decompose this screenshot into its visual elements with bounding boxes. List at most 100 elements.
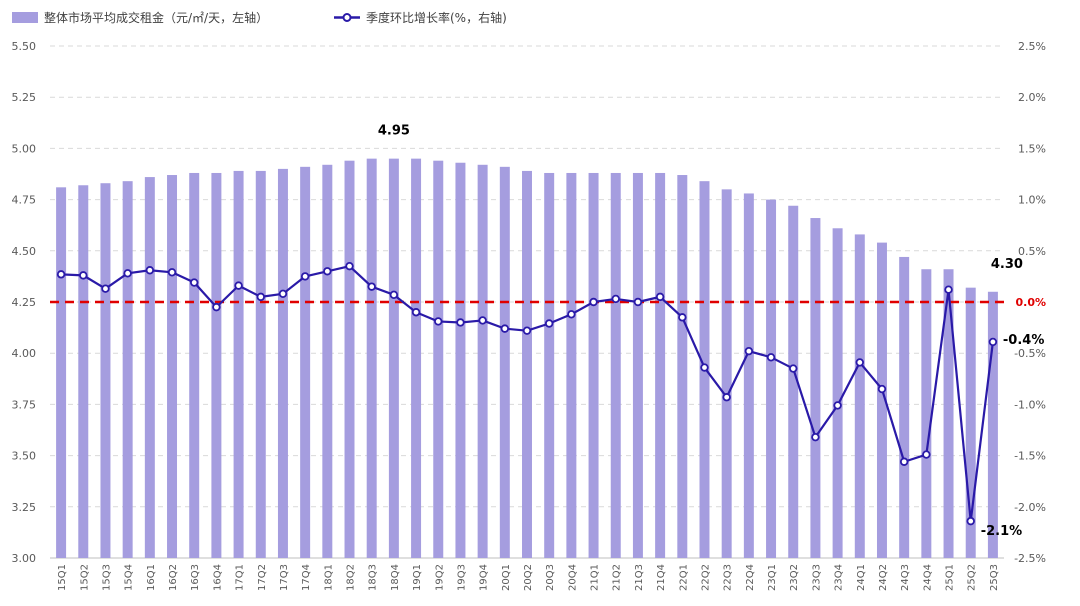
left-tick-label: 5.25 [12, 91, 37, 104]
x-tick-label: 22Q4 [745, 564, 756, 591]
legend-bar-label: 整体市场平均成交租金（元/㎡/天，左轴） [44, 10, 268, 25]
point-22Q1 [678, 313, 687, 322]
x-tick-label: 22Q2 [700, 564, 711, 591]
x-tick-label: 15Q1 [57, 564, 68, 591]
x-tick-label: 22Q3 [723, 564, 734, 591]
left-tick-label: 5.00 [12, 142, 37, 155]
bar-22Q4 [743, 193, 754, 558]
right-tick-label: 1.0% [1018, 194, 1046, 207]
point-23Q1 [766, 353, 776, 362]
bar-19Q2 [433, 160, 444, 559]
point-20Q4 [567, 310, 576, 319]
x-tick-label: 17Q2 [257, 564, 268, 591]
bar-17Q4 [300, 166, 311, 558]
point-25Q2 [966, 516, 975, 526]
x-tick-label: 18Q2 [346, 564, 357, 591]
bar-22Q3 [721, 189, 732, 559]
x-tick-label: 20Q1 [501, 564, 512, 591]
x-tick-label: 19Q4 [479, 564, 490, 591]
point-21Q4 [655, 292, 665, 302]
x-tick-label: 15Q4 [124, 564, 135, 591]
x-tick-label: 25Q2 [967, 564, 978, 591]
point-22Q4 [744, 346, 754, 356]
bar-15Q1 [56, 187, 67, 558]
point-21Q3 [633, 297, 643, 307]
bar-20Q3 [544, 172, 555, 558]
legend-bar-swatch [12, 12, 38, 23]
point-25Q1 [944, 285, 953, 294]
x-axis: 15Q1 15Q2 15Q3 15Q4 16Q1 16Q2 16Q3 16Q4 17Q1 17Q2… [57, 564, 1000, 591]
bar-19Q4 [477, 164, 488, 558]
x-tick-label: 24Q4 [922, 564, 933, 591]
left-tick-label: 4.75 [12, 194, 37, 207]
line-series [56, 261, 998, 526]
bar-17Q1 [233, 170, 244, 559]
bar-18Q1 [322, 164, 333, 558]
point-19Q4 [478, 316, 487, 325]
point-24Q1 [855, 358, 864, 367]
right-tick-label: 0.5% [1018, 245, 1046, 258]
bar-16Q4 [211, 172, 222, 558]
point-23Q2 [789, 364, 798, 373]
bar-17Q3 [277, 168, 288, 558]
x-tick-label: 18Q1 [323, 564, 334, 591]
left-tick-label: 4.50 [12, 245, 37, 258]
data-label: 4.95 [378, 124, 410, 139]
left-tick-label: 3.75 [12, 398, 37, 411]
bar-23Q1 [766, 199, 777, 558]
point-25Q3 [988, 337, 998, 347]
point-18Q3 [367, 282, 376, 291]
bar-15Q3 [100, 183, 111, 558]
x-tick-label: 21Q3 [634, 564, 645, 591]
bar-20Q2 [522, 170, 532, 559]
point-23Q4 [833, 401, 842, 410]
x-tick-label: 20Q3 [545, 564, 556, 591]
point-17Q1 [234, 281, 243, 290]
bar-17Q2 [255, 170, 266, 559]
left-tick-label: 3.25 [12, 501, 37, 514]
bar-16Q3 [189, 172, 200, 558]
bar-19Q3 [455, 162, 466, 558]
bar-19Q1 [411, 158, 422, 558]
x-tick-label: 19Q2 [434, 564, 445, 591]
point-19Q3 [456, 318, 465, 327]
left-tick-label: 3.50 [12, 450, 37, 463]
left-tick-label: 3.00 [12, 552, 37, 565]
x-tick-label: 24Q3 [900, 564, 911, 591]
right-axis: -2.5% -2.0% -1.5% -1.0% -0.5% 0.0% 0.5% 1.0% 1.5… [1014, 40, 1046, 565]
point-18Q1 [323, 267, 332, 276]
point-18Q2 [345, 261, 354, 271]
x-tick-label: 18Q4 [390, 564, 401, 591]
data-label: -0.4% [1003, 333, 1044, 348]
bar-15Q4 [122, 181, 133, 558]
point-15Q4 [123, 269, 132, 278]
x-tick-label: 25Q1 [945, 564, 956, 591]
bar-15Q2 [78, 185, 89, 559]
x-tick-label: 16Q3 [190, 564, 201, 591]
bar-21Q2 [610, 172, 621, 558]
point-15Q3 [101, 284, 110, 293]
x-tick-label: 23Q2 [789, 564, 800, 591]
bar-24Q2 [876, 242, 887, 558]
bar-18Q3 [366, 158, 377, 558]
x-tick-label: 22Q1 [678, 564, 689, 591]
data-annotations: 4.95 4.30 -0.4% -2.1% [378, 124, 1045, 539]
x-tick-label: 20Q4 [567, 564, 578, 591]
bar-18Q2 [344, 160, 355, 559]
x-tick-label: 15Q3 [101, 564, 112, 591]
left-tick-label: 4.00 [12, 347, 37, 360]
bar-23Q4 [832, 228, 843, 558]
x-tick-label: 15Q2 [79, 564, 90, 591]
bar-16Q1 [144, 177, 155, 558]
point-20Q1 [500, 324, 510, 333]
left-axis: 3.00 3.25 3.50 3.75 4.00 4.25 4.50 4.75 5.00 5.25… [12, 40, 37, 565]
bar-21Q3 [632, 172, 643, 558]
right-tick-label: 1.5% [1018, 142, 1046, 155]
x-tick-label: 18Q3 [368, 564, 379, 591]
data-label: -2.1% [981, 524, 1022, 539]
point-24Q2 [877, 384, 887, 394]
x-tick-label: 24Q2 [878, 564, 889, 591]
bar-24Q3 [899, 256, 910, 558]
right-tick-label: 2.0% [1018, 91, 1046, 104]
x-tick-label: 17Q3 [279, 564, 290, 591]
